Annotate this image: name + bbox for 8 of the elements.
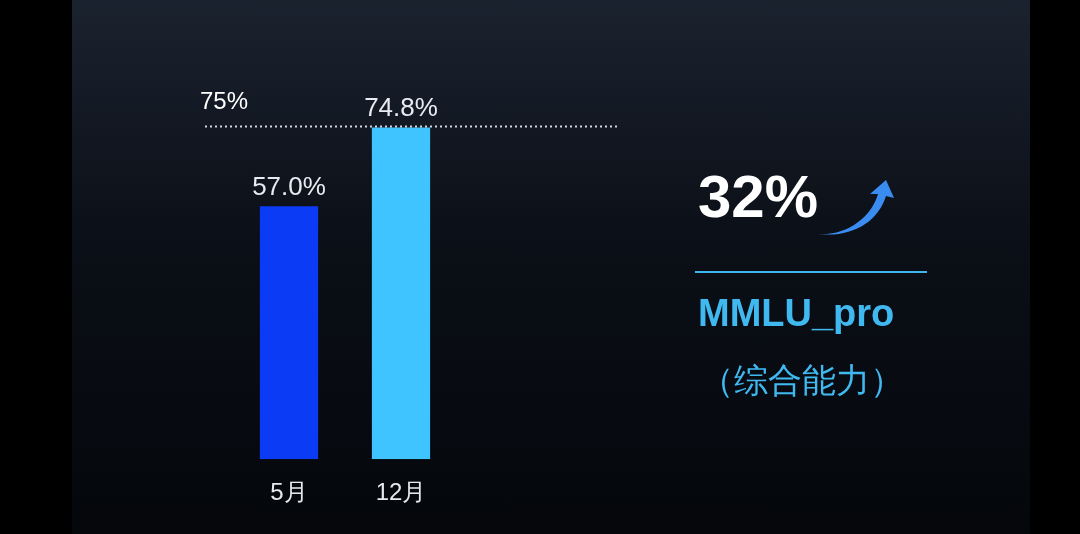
x-tick-label: 5月 [270,478,308,506]
x-tick-label: 12月 [375,478,427,506]
text: MMLU_pro [698,292,895,335]
ref-line-label: 75% [200,87,249,115]
text: 32% [698,162,819,231]
data-label: 74.8% [364,91,438,122]
text: （综合能力） [700,360,904,401]
data-label: 57.0% [252,170,326,201]
